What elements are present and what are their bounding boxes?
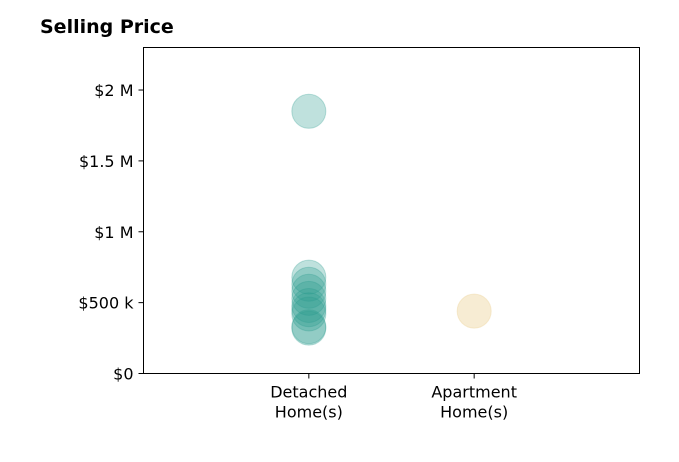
data-point [291, 296, 327, 332]
data-point [291, 93, 327, 129]
points-layer [291, 93, 492, 346]
plot-frame [143, 47, 640, 374]
y-tick-label: $1 M [94, 223, 133, 242]
data-point [456, 293, 492, 329]
data-point [291, 309, 327, 345]
y-tick-label: $0 [113, 365, 133, 384]
data-point [291, 259, 327, 295]
x-axis: Detached Home(s) Apartment Home(s) [270, 373, 517, 422]
y-tick-label: $500 k [78, 294, 134, 313]
y-tick-label: $2 M [94, 81, 133, 100]
chart-title: Selling Price [40, 16, 174, 38]
data-point [291, 280, 327, 316]
data-point [291, 287, 327, 323]
data-point [291, 273, 327, 309]
y-tick-label: $1.5 M [79, 152, 134, 171]
data-point [291, 292, 327, 328]
y-axis: $0 $500 k $1 M $1.5 M $2 M [78, 81, 144, 384]
data-point [291, 310, 327, 346]
x-tick-label: Detached Home(s) [270, 383, 347, 422]
data-point [291, 266, 327, 302]
x-tick-label: Apartment Home(s) [431, 383, 517, 422]
